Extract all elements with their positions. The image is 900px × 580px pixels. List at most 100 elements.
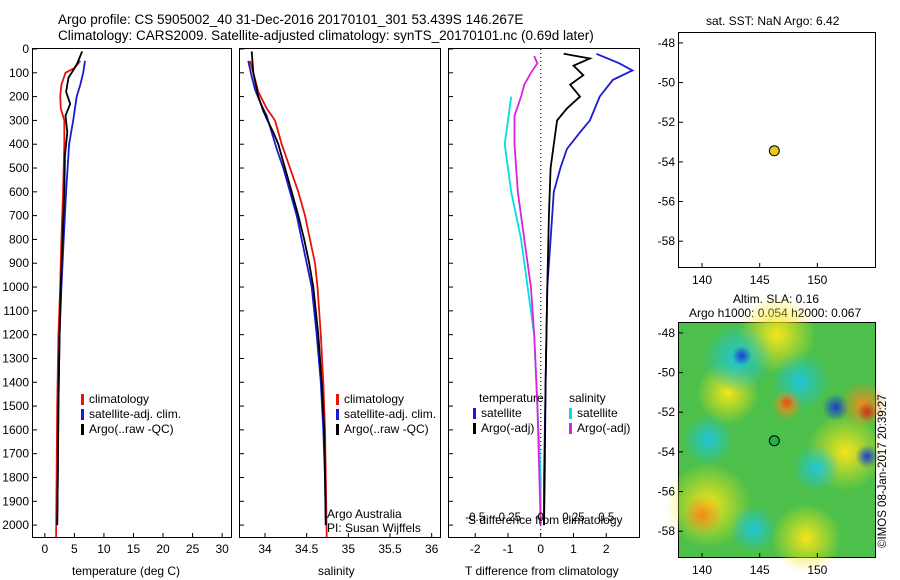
- series-line: [250, 51, 327, 526]
- legend-label: satellite-adj. clim.: [89, 407, 181, 421]
- s-diff-tick-label: 0: [538, 512, 544, 524]
- y-tick-label: 600: [9, 185, 29, 199]
- y-tick-label: 1000: [2, 280, 29, 294]
- temperature-xlabel: temperature (deg C): [72, 564, 181, 578]
- legend-label: Argo(-adj): [481, 421, 534, 435]
- credit-label: ©IMOS 08-Jan-2017 20:39:27: [877, 394, 889, 548]
- legend-swatch: [473, 423, 476, 434]
- y-tick-label: 1300: [2, 351, 29, 365]
- heatmap-cell: [731, 345, 752, 366]
- y-tick-label: 1400: [2, 375, 29, 389]
- series-line: [249, 60, 328, 538]
- heatmap-cell: [771, 503, 842, 574]
- argo-position-marker: [768, 435, 780, 447]
- heatmap-cell: [857, 402, 877, 422]
- y-tick-label: 100: [9, 66, 29, 80]
- x-tick-label: 30: [215, 542, 229, 556]
- legend-label: Argo(-adj): [577, 421, 630, 435]
- salinity-plot: 34 34.5 35 35.5 36 climatologysatellite-adj. …: [240, 48, 439, 556]
- x-tick-label: 150: [807, 273, 827, 287]
- y-tick-label: -58: [658, 524, 676, 538]
- y-tick-label: 900: [9, 256, 29, 270]
- y-tick-label: -50: [658, 366, 676, 380]
- legend-swatch: [336, 424, 339, 435]
- sst-map-panel: 140 145 150 -48 -50 -52 -54 -56 -58: [658, 32, 876, 287]
- salinity-xlabel: salinity: [318, 564, 355, 578]
- x-tick-label: 15: [127, 542, 141, 556]
- sla-map-panel: 140 145 150 -48 -50 -52 -54 -56 -58: [658, 295, 887, 577]
- legend-label: Argo(..raw -QC): [344, 422, 429, 436]
- y-tick-label: -52: [658, 405, 676, 419]
- y-tick-label: 1900: [2, 494, 29, 508]
- y-tick-label: 700: [9, 209, 29, 223]
- legend-swatch: [81, 394, 84, 405]
- sla-map: 140 145 150 -48 -50 -52 -54 -56 -58: [658, 295, 887, 577]
- legend-label: Argo(..raw -QC): [89, 422, 174, 436]
- s-diff-tick-label: -0.25: [495, 512, 521, 524]
- salinity-panel: 34 34.5 35 35.5 36 climatology satellite-adj. …: [239, 48, 441, 556]
- s-diff-tick-label: 0.25: [562, 512, 584, 524]
- heatmap-cell: [778, 394, 795, 411]
- heatmap-cell: [855, 444, 879, 469]
- x-tick-label: 35: [342, 542, 356, 556]
- y-tick-label: -48: [658, 326, 676, 340]
- y-tick-label: -50: [658, 76, 676, 90]
- x-tick-label: 20: [156, 542, 170, 556]
- temperature-plot: 0 5 10 15 20 25 300100200300400500600700800900…: [2, 42, 229, 556]
- legend-swatch: [473, 408, 476, 419]
- y-tick-label: 300: [9, 113, 29, 127]
- series-line: [513, 55, 542, 526]
- x-tick-label: 10: [97, 542, 111, 556]
- y-tick-label: 1500: [2, 399, 29, 413]
- s-diff-tick-label: -0.5: [465, 512, 485, 524]
- y-tick-label: 200: [9, 90, 29, 104]
- legend-swatch: [81, 424, 84, 435]
- x-tick-label: 140: [692, 273, 712, 287]
- legend-label: satellite: [481, 406, 522, 420]
- argo-position-marker: [768, 145, 780, 157]
- y-tick-label: -58: [658, 234, 676, 248]
- x-tick-label: 34: [258, 542, 272, 556]
- x-tick-label: 35.5: [378, 542, 402, 556]
- title-line-1: Argo profile: CS 5905002_40 31-Dec-2016 …: [58, 12, 524, 27]
- legend-label: satellite-adj. clim.: [344, 407, 436, 421]
- series-line: [56, 51, 83, 526]
- legend-label: climatology: [344, 392, 404, 406]
- heatmap-cell: [792, 444, 840, 492]
- y-tick-label: 500: [9, 161, 29, 175]
- legend-swatch: [336, 409, 339, 420]
- x-tick-label: -1: [503, 542, 514, 556]
- legend-header-temperature: temperature: [479, 391, 544, 405]
- y-tick-label: -54: [658, 445, 676, 459]
- legend-swatch: [81, 409, 84, 420]
- y-tick-label: 400: [9, 137, 29, 151]
- y-tick-label: 800: [9, 232, 29, 246]
- y-tick-label: 1100: [3, 304, 29, 318]
- title-line-2: Climatology: CARS2009. Satellite-adjuste…: [58, 28, 594, 43]
- s-diff-tick-label: 0.5: [598, 512, 614, 524]
- x-tick-label: 150: [807, 563, 827, 577]
- sst-title: sat. SST: NaN Argo: 6.42: [706, 14, 840, 28]
- legend-swatch: [336, 394, 339, 405]
- x-tick-label: 25: [186, 542, 200, 556]
- legend-header-salinity: salinity: [569, 391, 606, 405]
- legend-label: climatology: [89, 392, 149, 406]
- s-diff-label: S difference from climatology: [468, 513, 623, 527]
- y-tick-label: 1800: [2, 470, 29, 484]
- y-tick-label: 0: [22, 42, 29, 56]
- x-tick-label: 34.5: [295, 542, 319, 556]
- x-tick-label: 145: [750, 273, 770, 287]
- x-tick-label: 0: [537, 542, 544, 556]
- x-tick-label: 36: [425, 542, 439, 556]
- t-diff-label: T difference from climatology: [465, 564, 619, 578]
- legend-swatch: [569, 423, 572, 434]
- legend-swatch: [569, 408, 572, 419]
- x-tick-label: -2: [470, 542, 481, 556]
- temperature-panel: 0 5 10 15 20 25 30 0 100 200 300 400 500 600 700 800 900…: [2, 42, 232, 556]
- sst-map: 140 145 150 -48 -50 -52 -54 -56 -58: [658, 36, 828, 287]
- difference-panel: -2 -1 0 1 2 temperature salinity satellite Argo(…: [448, 48, 640, 556]
- heatmap-cell: [682, 495, 723, 535]
- series-line: [503, 96, 542, 526]
- heatmap-cell: [729, 505, 777, 553]
